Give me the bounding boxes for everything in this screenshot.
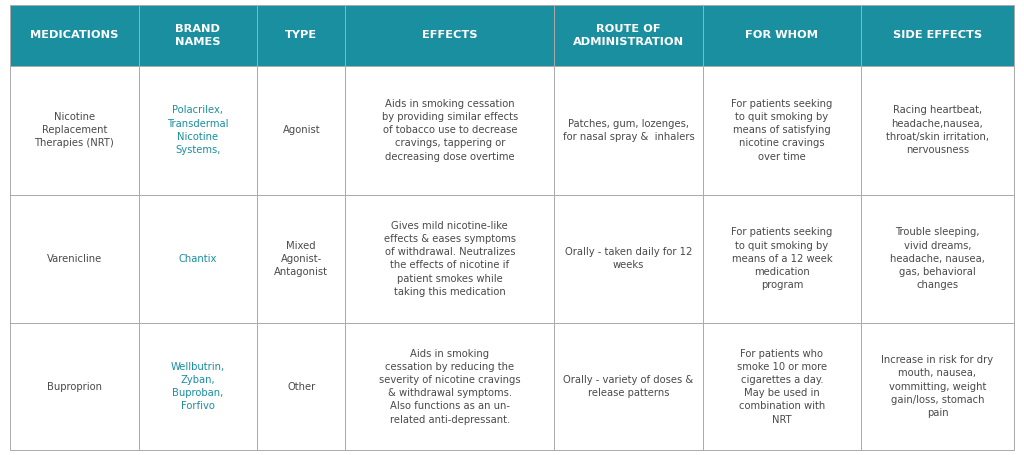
Bar [345, 323, 554, 450]
Text: Nicotine
Replacement
Therapies (NRT): Nicotine Replacement Therapies (NRT) [35, 112, 115, 148]
Bar [10, 5, 138, 66]
Bar [861, 194, 1014, 323]
Bar [554, 5, 702, 66]
Text: ROUTE OF
ADMINISTRATION: ROUTE OF ADMINISTRATION [572, 24, 684, 47]
Bar [10, 66, 138, 194]
Bar [138, 194, 257, 323]
Text: EFFECTS: EFFECTS [422, 30, 477, 40]
Text: FOR WHOM: FOR WHOM [745, 30, 818, 40]
Text: Orally - variety of doses &
release patterns: Orally - variety of doses & release patt… [563, 375, 693, 398]
Text: TYPE: TYPE [286, 30, 317, 40]
Bar [257, 5, 345, 66]
Text: Aids in smoking cessation
by providing similar effects
of tobacco use to decreas: Aids in smoking cessation by providing s… [382, 99, 518, 162]
Text: Patches, gum, lozenges,
for nasal spray &  inhalers: Patches, gum, lozenges, for nasal spray … [562, 119, 694, 142]
Bar [257, 323, 345, 450]
Text: MEDICATIONS: MEDICATIONS [31, 30, 119, 40]
Text: For patients seeking
to quit smoking by
means of satisfying
nicotine cravings
ov: For patients seeking to quit smoking by … [731, 99, 833, 162]
Bar [702, 323, 861, 450]
Text: SIDE EFFECTS: SIDE EFFECTS [893, 30, 982, 40]
Bar [345, 194, 554, 323]
Text: For patients who
smoke 10 or more
cigarettes a day.
May be used in
combination w: For patients who smoke 10 or more cigare… [737, 349, 827, 425]
Text: For patients seeking
to quit smoking by
means of a 12 week
medication
program: For patients seeking to quit smoking by … [731, 228, 833, 290]
Text: Other: Other [287, 382, 315, 392]
Bar [10, 323, 138, 450]
Bar [554, 323, 702, 450]
Bar [702, 194, 861, 323]
Text: Buproprion: Buproprion [47, 382, 102, 392]
Bar [554, 66, 702, 194]
Bar [554, 194, 702, 323]
Text: Varenicline: Varenicline [47, 254, 102, 264]
Text: BRAND
NAMES: BRAND NAMES [175, 24, 220, 47]
Text: Chantix: Chantix [179, 254, 217, 264]
Bar [345, 66, 554, 194]
Text: Agonist: Agonist [283, 125, 321, 135]
Bar [861, 323, 1014, 450]
Bar [138, 66, 257, 194]
Bar [345, 5, 554, 66]
Text: Aids in smoking
cessation by reducing the
severity of nicotine cravings
& withdr: Aids in smoking cessation by reducing th… [379, 349, 520, 425]
Bar [702, 5, 861, 66]
Text: Increase in risk for dry
mouth, nausea,
vommitting, weight
gain/loss, stomach
pa: Increase in risk for dry mouth, nausea, … [882, 355, 993, 418]
Bar [861, 5, 1014, 66]
Bar [257, 66, 345, 194]
Bar [138, 5, 257, 66]
Bar [138, 323, 257, 450]
Bar [257, 194, 345, 323]
Text: Racing heartbeat,
headache,nausea,
throat/skin irritation,
nervousness: Racing heartbeat, headache,nausea, throa… [886, 106, 989, 155]
Bar [10, 194, 138, 323]
Text: Trouble sleeping,
vivid dreams,
headache, nausea,
gas, behavioral
changes: Trouble sleeping, vivid dreams, headache… [890, 228, 985, 290]
Text: Wellbutrin,
Zyban,
Buproban,
Forfivo: Wellbutrin, Zyban, Buproban, Forfivo [171, 362, 225, 411]
Bar [702, 66, 861, 194]
Text: Polacrilex,
Transdermal
Nicotine
Systems,: Polacrilex, Transdermal Nicotine Systems… [167, 106, 228, 155]
Text: Mixed
Agonist-
Antagonist: Mixed Agonist- Antagonist [274, 241, 329, 277]
Text: Orally - taken daily for 12
weeks: Orally - taken daily for 12 weeks [564, 247, 692, 270]
Bar [861, 66, 1014, 194]
Text: Gives mild nicotine-like
effects & eases symptoms
of withdrawal. Neutralizes
the: Gives mild nicotine-like effects & eases… [384, 221, 516, 297]
